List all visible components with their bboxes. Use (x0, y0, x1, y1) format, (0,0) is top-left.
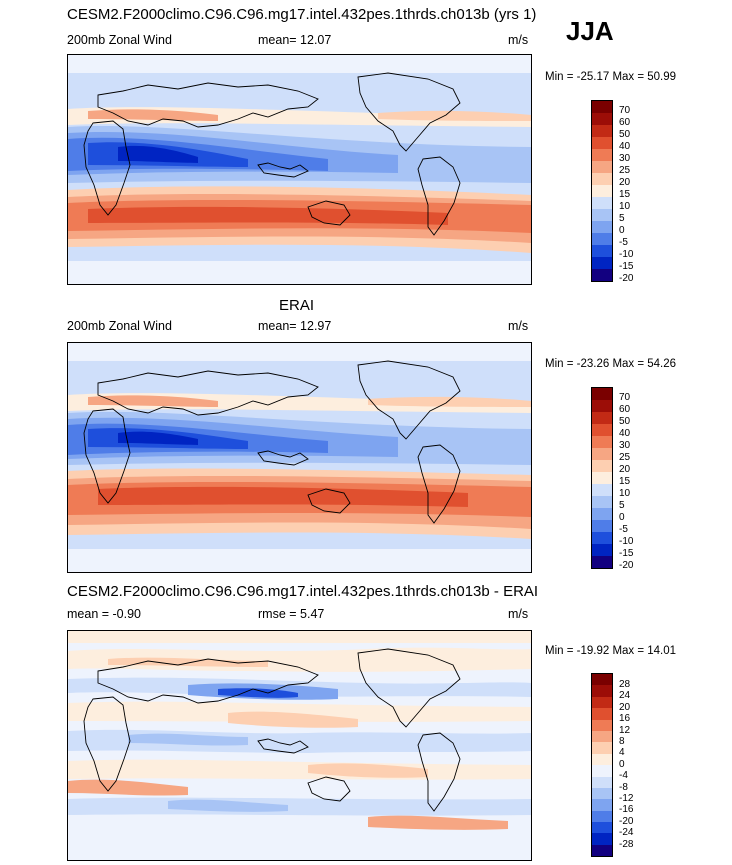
colorbar-tick: 28 (619, 679, 631, 690)
colorbar-tick: -24 (619, 827, 634, 838)
panel-1-units-label: m/s (508, 33, 529, 47)
panel-2-minmax: Min = -23.26 Max = 54.26 (545, 358, 677, 370)
panel-2-units-label: m/s (508, 319, 529, 333)
colorbar-tick: -20 (619, 816, 634, 827)
panel-2-colorbar (591, 387, 613, 569)
colorbar-tick: -20 (619, 560, 634, 571)
colorbar-tick: -28 (619, 839, 634, 850)
colorbar-tick: 20 (619, 177, 631, 188)
colorbar-tick: 50 (619, 416, 631, 427)
panel-1-title: CESM2.F2000climo.C96.C96.mg17.intel.432p… (67, 6, 537, 23)
colorbar-tick: 16 (619, 713, 631, 724)
colorbar-tick: 60 (619, 404, 631, 415)
colorbar-tick: -10 (619, 249, 634, 260)
panel-2-map (67, 342, 532, 573)
colorbar-tick: 0 (619, 225, 625, 236)
colorbar-tick: 70 (619, 105, 631, 116)
colorbar-tick: 60 (619, 117, 631, 128)
colorbar-tick: 30 (619, 440, 631, 451)
panel-1-map (67, 54, 532, 285)
panel-3-mean-label: mean = -0.90 (67, 607, 142, 621)
colorbar-tick: 12 (619, 725, 631, 736)
colorbar-tick: 4 (619, 747, 625, 758)
panel-1-map-svg (68, 55, 531, 284)
colorbar-tick: 5 (619, 213, 625, 224)
colorbar-tick: 20 (619, 702, 631, 713)
colorbar-tick: -15 (619, 548, 634, 559)
panel-1-colorbar (591, 100, 613, 282)
panel-3-map-svg (68, 631, 531, 860)
colorbar-tick: 10 (619, 201, 631, 212)
colorbar-tick: 15 (619, 189, 631, 200)
colorbar-tick: 24 (619, 690, 631, 701)
colorbar-tick: 25 (619, 452, 631, 463)
panel-1-minmax: Min = -25.17 Max = 50.99 (545, 71, 677, 83)
panel-2-map-svg (68, 343, 531, 572)
colorbar-tick: -12 (619, 793, 634, 804)
colorbar-tick: -15 (619, 261, 634, 272)
colorbar-tick: 10 (619, 488, 631, 499)
panel-3-colorbar (591, 673, 613, 857)
colorbar-tick: -20 (619, 273, 634, 284)
colorbar-tick: -16 (619, 804, 634, 815)
panel-1-mean-label: mean= 12.07 (258, 33, 332, 47)
colorbar-tick: -8 (619, 782, 628, 793)
colorbar-tick: 5 (619, 500, 625, 511)
colorbar-tick: 0 (619, 512, 625, 523)
colorbar-tick: 40 (619, 141, 631, 152)
colorbar-tick: 50 (619, 129, 631, 140)
panel-3-minmax: Min = -19.92 Max = 14.01 (545, 645, 677, 657)
panel-3-title: CESM2.F2000climo.C96.C96.mg17.intel.432p… (67, 583, 539, 600)
panel-1-variable-label: 200mb Zonal Wind (67, 33, 172, 47)
colorbar-tick: -10 (619, 536, 634, 547)
panel-2-mean-label: mean= 12.97 (258, 319, 332, 333)
colorbar-tick: 30 (619, 153, 631, 164)
panel-2-variable-label: 200mb Zonal Wind (67, 319, 172, 333)
colorbar-tick: -5 (619, 524, 628, 535)
panel-2-title: ERAI (279, 297, 315, 314)
colorbar-tick: -4 (619, 770, 628, 781)
colorbar-tick: 20 (619, 464, 631, 475)
colorbar-tick: -5 (619, 237, 628, 248)
colorbar-tick: 40 (619, 428, 631, 439)
panel-3-rmse-label: rmse = 5.47 (258, 607, 325, 621)
panel-3-units-label: m/s (508, 607, 529, 621)
colorbar-tick: 0 (619, 759, 625, 770)
colorbar-tick: 25 (619, 165, 631, 176)
panel-3-map (67, 630, 532, 861)
colorbar-tick: 15 (619, 476, 631, 487)
season-label: JJA (566, 16, 614, 46)
colorbar-tick: 8 (619, 736, 625, 747)
colorbar-tick: 70 (619, 392, 631, 403)
